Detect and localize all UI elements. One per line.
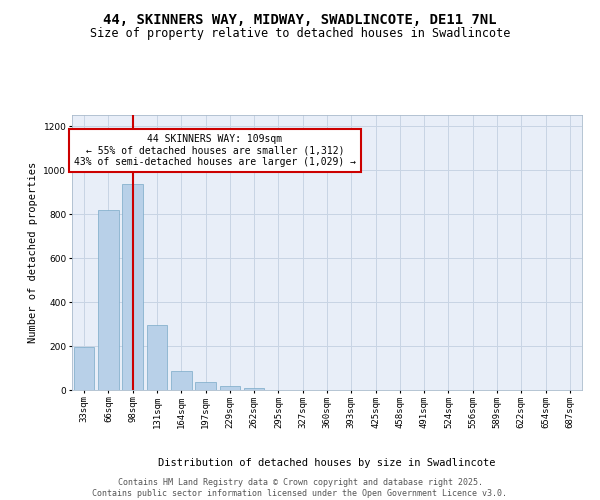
Bar <box>122 184 143 390</box>
Bar <box>146 325 167 390</box>
Bar <box>244 388 265 390</box>
Text: Distribution of detached houses by size in Swadlincote: Distribution of detached houses by size … <box>158 458 496 468</box>
Text: 44 SKINNERS WAY: 109sqm
← 55% of detached houses are smaller (1,312)
43% of semi: 44 SKINNERS WAY: 109sqm ← 55% of detache… <box>74 134 356 168</box>
Text: 44, SKINNERS WAY, MIDWAY, SWADLINCOTE, DE11 7NL: 44, SKINNERS WAY, MIDWAY, SWADLINCOTE, D… <box>103 12 497 26</box>
Text: Size of property relative to detached houses in Swadlincote: Size of property relative to detached ho… <box>90 28 510 40</box>
Bar <box>171 372 191 390</box>
Bar <box>74 347 94 390</box>
Bar <box>220 386 240 390</box>
Y-axis label: Number of detached properties: Number of detached properties <box>28 162 38 343</box>
Bar <box>195 382 216 390</box>
Bar <box>98 210 119 390</box>
Text: Contains HM Land Registry data © Crown copyright and database right 2025.
Contai: Contains HM Land Registry data © Crown c… <box>92 478 508 498</box>
